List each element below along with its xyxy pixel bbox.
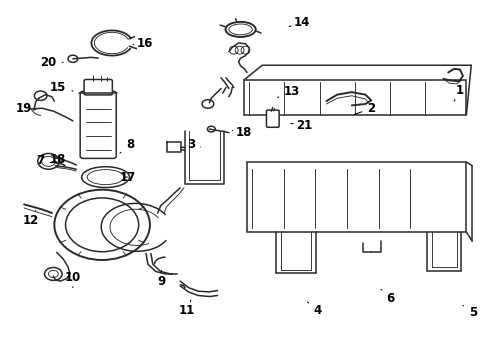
Circle shape xyxy=(207,126,215,132)
Text: 16: 16 xyxy=(133,36,152,50)
FancyBboxPatch shape xyxy=(84,80,112,95)
Text: 19: 19 xyxy=(16,103,36,116)
Text: 11: 11 xyxy=(179,300,195,318)
Circle shape xyxy=(54,190,150,260)
Ellipse shape xyxy=(228,24,252,35)
Circle shape xyxy=(65,198,139,252)
Ellipse shape xyxy=(87,170,123,185)
Text: 12: 12 xyxy=(23,211,39,227)
Ellipse shape xyxy=(81,167,129,188)
Text: 13: 13 xyxy=(277,85,300,98)
Circle shape xyxy=(34,91,47,100)
Text: 8: 8 xyxy=(120,138,134,153)
Text: 9: 9 xyxy=(157,270,165,288)
FancyBboxPatch shape xyxy=(80,91,116,158)
Text: 5: 5 xyxy=(462,306,476,319)
Text: 17: 17 xyxy=(119,171,135,184)
Text: 15: 15 xyxy=(50,81,73,94)
Text: 1: 1 xyxy=(453,84,463,101)
Text: 2: 2 xyxy=(354,102,375,115)
Text: 14: 14 xyxy=(289,16,309,29)
Text: 18: 18 xyxy=(50,153,66,166)
Text: 18: 18 xyxy=(232,126,251,139)
Polygon shape xyxy=(246,162,466,232)
Polygon shape xyxy=(244,80,466,115)
Text: 20: 20 xyxy=(41,56,63,69)
Circle shape xyxy=(38,153,59,169)
Text: 7: 7 xyxy=(37,154,52,167)
Text: 21: 21 xyxy=(290,119,311,132)
Circle shape xyxy=(68,55,78,62)
Text: 6: 6 xyxy=(380,289,394,305)
Text: 10: 10 xyxy=(64,271,81,288)
Circle shape xyxy=(41,156,55,166)
Ellipse shape xyxy=(225,22,255,37)
Circle shape xyxy=(44,267,62,280)
Circle shape xyxy=(202,100,213,108)
FancyBboxPatch shape xyxy=(266,110,279,127)
Text: 3: 3 xyxy=(186,138,200,150)
Text: 4: 4 xyxy=(307,302,321,318)
Circle shape xyxy=(48,270,58,278)
